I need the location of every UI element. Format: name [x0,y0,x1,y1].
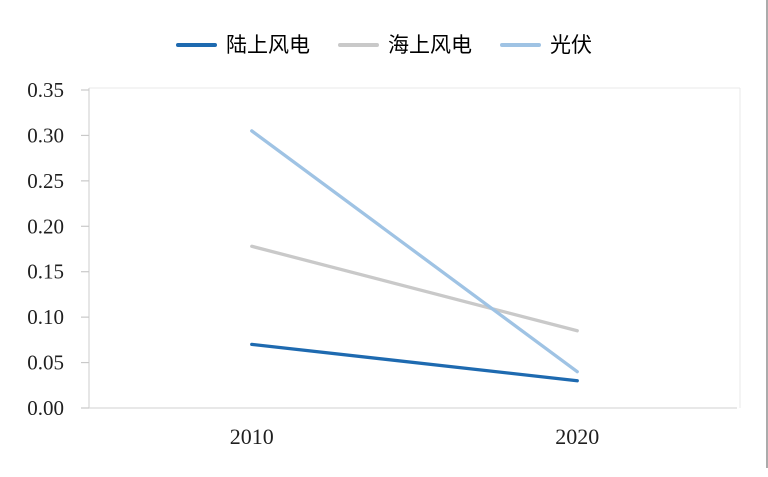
legend-label-solar-pv: 光伏 [550,33,592,57]
legend-label-onshore-wind: 陆上风电 [226,33,310,57]
y-axis-tick-label: 0.05 [27,351,64,375]
y-axis-tick-label: 0.10 [27,305,64,329]
legend-label-offshore-wind: 海上风电 [388,33,472,57]
onshore-wind-line-swatch-icon [176,43,217,47]
y-axis-tick-label: 0.30 [27,123,64,147]
y-axis-tick-label: 0.00 [27,396,64,420]
chart-legend: 陆上风电 海上风电 光伏 [0,31,768,59]
legend-item-onshore-wind: 陆上风电 [176,31,310,59]
x-axis-tick-label: 2010 [230,424,274,449]
y-axis-tick-label: 0.35 [27,78,64,102]
y-axis-tick-label: 0.20 [27,214,64,238]
y-axis-tick-label: 0.15 [27,260,64,284]
offshore-wind-line-swatch-icon [338,43,379,47]
series-line-2 [250,129,579,374]
y-axis-tick-label: 0.25 [27,169,64,193]
solar-pv-line-swatch-icon [500,43,541,47]
x-axis-tick-label: 2020 [555,424,599,449]
series-line-0 [250,342,579,383]
series-line-1 [250,244,579,333]
legend-item-solar-pv: 光伏 [500,31,592,59]
legend-item-offshore-wind: 海上风电 [338,31,472,59]
